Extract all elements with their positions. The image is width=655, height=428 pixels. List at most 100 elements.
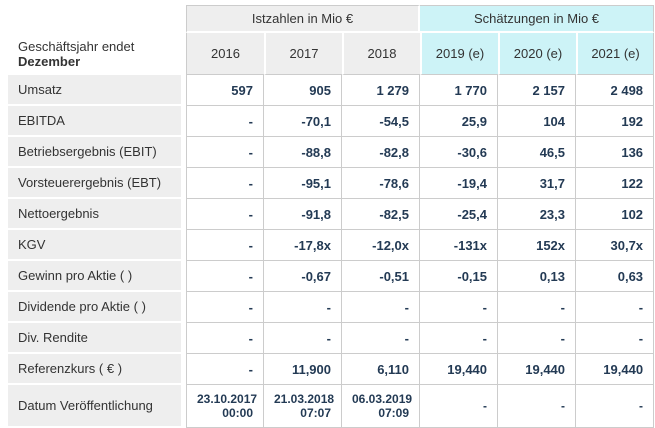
corner-spacer — [8, 5, 186, 33]
row-label: Betriebsergebnis (EBIT) — [8, 137, 186, 168]
value-cell: 2 498 — [576, 75, 655, 106]
group-header-row: Istzahlen in Mio € Schätzungen in Mio € — [8, 5, 655, 33]
value-cell: - — [186, 323, 264, 354]
value-cell: -17,8x — [264, 230, 342, 261]
row-label: EBITDA — [8, 106, 186, 137]
row-label: Datum Veröffentlichung — [8, 385, 186, 428]
row-label: Umsatz — [8, 75, 186, 106]
table-row: Dividende pro Aktie ( ) - - - - - - — [8, 292, 655, 323]
fiscal-year-end-label-line1: Geschäftsjahr endet — [18, 39, 135, 54]
fiscal-year-end-label-line2: Dezember — [18, 54, 81, 69]
value-cell: 0,63 — [576, 261, 655, 292]
value-cell: 0,13 — [498, 261, 577, 292]
table-row: Umsatz 597 905 1 279 1 770 2 157 2 498 — [8, 75, 655, 106]
row-label: Gewinn pro Aktie ( ) — [8, 261, 186, 292]
table-row: Vorsteuerergebnis (EBT) - -95,1 -78,6 -19,4 3… — [8, 168, 655, 199]
value-cell: - — [186, 106, 264, 137]
value-cell: -12,0x — [342, 230, 421, 261]
value-cell: -95,1 — [264, 168, 342, 199]
value-cell: 1 770 — [420, 75, 499, 106]
value-cell: 6,110 — [342, 354, 421, 385]
value-cell: - — [264, 323, 342, 354]
value-cell: 19,440 — [576, 354, 655, 385]
table-row: Gewinn pro Aktie ( ) - -0,67 -0,51 -0,15 0,13… — [8, 261, 655, 292]
value-cell: 152x — [498, 230, 577, 261]
value-cell: - — [186, 230, 264, 261]
value-cell: -25,4 — [420, 199, 499, 230]
value-cell: - — [186, 354, 264, 385]
table-row: Div. Rendite - - - - - - — [8, 323, 655, 354]
value-cell: 102 — [576, 199, 655, 230]
value-cell: - — [186, 168, 264, 199]
value-cell: -0,67 — [264, 261, 342, 292]
row-label: Referenzkurs ( € ) — [8, 354, 186, 385]
year-header-2017: 2017 — [264, 33, 342, 75]
table-row: Referenzkurs ( € ) -11,900 6,110 19,440 19,4… — [8, 354, 655, 385]
row-label: Nettoergebnis — [8, 199, 186, 230]
value-cell: -82,5 — [342, 199, 421, 230]
value-cell: -78,6 — [342, 168, 421, 199]
value-cell: - — [420, 323, 499, 354]
value-cell: 597 — [186, 75, 264, 106]
value-cell: - — [420, 292, 499, 323]
value-cell: 192 — [576, 106, 655, 137]
year-header-2018: 2018 — [342, 33, 421, 75]
value-cell: 11,900 — [264, 354, 342, 385]
table-row: Nettoergebnis - -91,8 -82,5 -25,4 23,3 102 — [8, 199, 655, 230]
value-cell: -91,8 — [264, 199, 342, 230]
value-cell: 2 157 — [498, 75, 577, 106]
value-cell: 19,440 — [420, 354, 499, 385]
value-cell: -0,51 — [342, 261, 421, 292]
value-cell: - — [186, 292, 264, 323]
value-cell: - — [264, 292, 342, 323]
value-cell: 25,9 — [420, 106, 499, 137]
value-cell: -19,4 — [420, 168, 499, 199]
value-cell: -30,6 — [420, 137, 499, 168]
value-cell: 06.03.2019 07:09 — [342, 385, 421, 428]
estimates-table: Istzahlen in Mio € Schätzungen in Mio € … — [8, 5, 655, 428]
value-cell: 136 — [576, 137, 655, 168]
value-cell: 46,5 — [498, 137, 577, 168]
value-cell: - — [498, 292, 577, 323]
row-label: Vorsteuerergebnis (EBT) — [8, 168, 186, 199]
value-cell: 19,440 — [498, 354, 577, 385]
group-header-estimates: Schätzungen in Mio € — [420, 5, 655, 33]
value-cell: - — [498, 385, 577, 428]
value-cell: - — [420, 385, 499, 428]
value-cell: - — [498, 323, 577, 354]
value-cell: -82,8 — [342, 137, 421, 168]
value-cell: - — [576, 323, 655, 354]
value-cell: -88,8 — [264, 137, 342, 168]
year-header-2016: 2016 — [186, 33, 264, 75]
row-label: Div. Rendite — [8, 323, 186, 354]
value-cell: 23.10.2017 00:00 — [186, 385, 264, 428]
value-cell: 122 — [576, 168, 655, 199]
year-header-2021e: 2021 (e) — [576, 33, 655, 75]
value-cell: 21.03.2018 07:07 — [264, 385, 342, 428]
fiscal-year-end-label: Geschäftsjahr endet Dezember — [8, 33, 186, 75]
value-cell: -131x — [420, 230, 499, 261]
value-cell: -54,5 — [342, 106, 421, 137]
row-label: Dividende pro Aktie ( ) — [8, 292, 186, 323]
value-cell: 30,7x — [576, 230, 655, 261]
value-cell: - — [342, 323, 421, 354]
value-cell: - — [576, 385, 655, 428]
table-row: Datum Veröffentlichung 23.10.2017 00:00 21… — [8, 385, 655, 428]
value-cell: 23,3 — [498, 199, 577, 230]
group-header-actuals: Istzahlen in Mio € — [186, 5, 421, 33]
value-cell: 31,7 — [498, 168, 577, 199]
value-cell: 905 — [264, 75, 342, 106]
value-cell: -0,15 — [420, 261, 499, 292]
value-cell: - — [186, 199, 264, 230]
value-cell: - — [186, 261, 264, 292]
value-cell: - — [186, 137, 264, 168]
table-row: EBITDA - -70,1 -54,5 25,9 104 192 — [8, 106, 655, 137]
year-header-2019e: 2019 (e) — [420, 33, 499, 75]
table-row: Betriebsergebnis (EBIT) - -88,8 -82,8 -30,6 4… — [8, 137, 655, 168]
value-cell: - — [576, 292, 655, 323]
table-row: KGV - -17,8x -12,0x -131x 152x 30,7x — [8, 230, 655, 261]
value-cell: 104 — [498, 106, 577, 137]
row-label: KGV — [8, 230, 186, 261]
value-cell: - — [342, 292, 421, 323]
